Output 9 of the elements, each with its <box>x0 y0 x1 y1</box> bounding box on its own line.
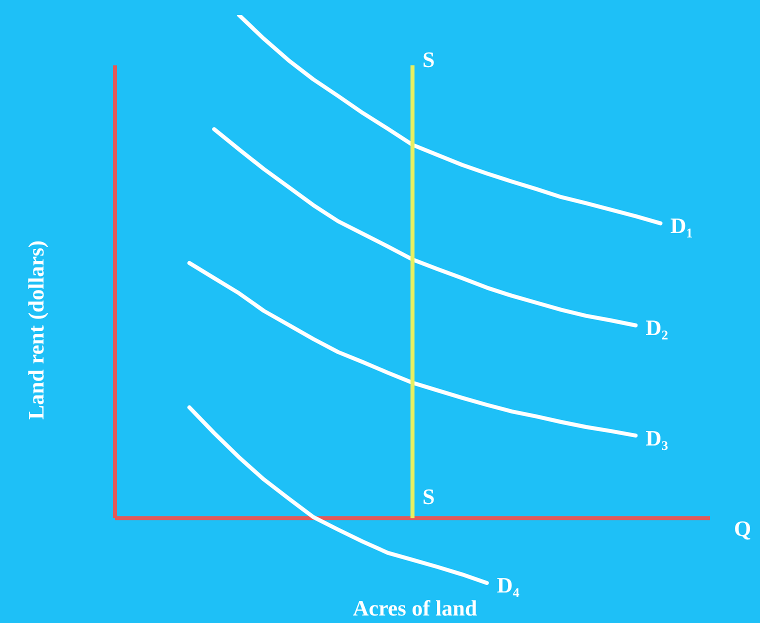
annotation: S <box>422 484 435 509</box>
series-label: D₁ <box>670 212 693 238</box>
text: Q <box>734 516 752 541</box>
series-label: D₄ <box>496 572 520 598</box>
series-label: D₃ <box>646 425 669 450</box>
y-axis-title: Land rent (dollars) <box>24 240 49 420</box>
series-label: D₂ <box>646 315 669 340</box>
annotation: S <box>422 46 435 72</box>
x-axis-title: Acres of land <box>352 596 478 621</box>
